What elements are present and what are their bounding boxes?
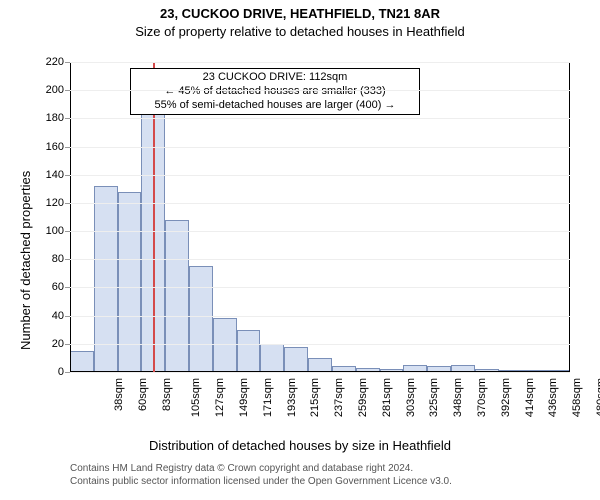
ytick-label: 180 — [34, 112, 64, 124]
xtick-label: 237sqm — [333, 378, 345, 417]
gridline — [70, 147, 570, 148]
ytick-label: 100 — [34, 225, 64, 237]
gridline — [70, 344, 570, 345]
histogram-bar — [451, 365, 475, 372]
ytick-mark — [65, 231, 70, 232]
chart-title-address: 23, CUCKOO DRIVE, HEATHFIELD, TN21 8AR — [0, 6, 600, 21]
histogram-bar — [70, 351, 94, 372]
ytick-label: 160 — [34, 141, 64, 153]
gridline — [70, 62, 570, 63]
gridline — [70, 259, 570, 260]
callout-line: 55% of semi-detached houses are larger (… — [135, 99, 415, 113]
plot-area: 23 CUCKOO DRIVE: 112sqm← 45% of detached… — [70, 62, 570, 372]
xtick-label: 370sqm — [476, 378, 488, 417]
ytick-label: 220 — [34, 56, 64, 68]
ytick-label: 140 — [34, 169, 64, 181]
ytick-label: 20 — [34, 338, 64, 350]
chart-subtitle: Size of property relative to detached ho… — [0, 24, 600, 39]
xtick-label: 348sqm — [452, 378, 464, 417]
xtick-label: 392sqm — [500, 378, 512, 417]
xtick-label: 215sqm — [310, 378, 322, 417]
xtick-label: 259sqm — [357, 378, 369, 417]
xtick-label: 171sqm — [262, 378, 274, 417]
gridline — [70, 231, 570, 232]
footer-attribution: Contains HM Land Registry data © Crown c… — [70, 462, 452, 488]
ytick-mark — [65, 344, 70, 345]
xtick-label: 60sqm — [137, 378, 149, 411]
histogram-bar — [213, 318, 237, 372]
gridline — [70, 316, 570, 317]
histogram-bar — [284, 347, 308, 372]
callout-line: ← 45% of detached houses are smaller (33… — [135, 85, 415, 99]
ytick-mark — [65, 316, 70, 317]
histogram-bar — [308, 358, 332, 372]
xtick-label: 281sqm — [381, 378, 393, 417]
x-axis-label: Distribution of detached houses by size … — [0, 438, 600, 453]
histogram-bar — [260, 344, 284, 372]
ytick-mark — [65, 203, 70, 204]
xtick-label: 127sqm — [214, 378, 226, 417]
xtick-label: 436sqm — [548, 378, 560, 417]
ytick-label: 80 — [34, 253, 64, 265]
ytick-label: 120 — [34, 197, 64, 209]
reference-callout: 23 CUCKOO DRIVE: 112sqm← 45% of detached… — [130, 68, 420, 115]
gridline — [70, 175, 570, 176]
histogram-bar — [165, 220, 189, 372]
ytick-label: 40 — [34, 310, 64, 322]
xtick-label: 149sqm — [238, 378, 250, 417]
histogram-bar — [118, 192, 142, 372]
xtick-label: 193sqm — [286, 378, 298, 417]
histogram-bar — [237, 330, 261, 372]
ytick-mark — [65, 90, 70, 91]
ytick-label: 60 — [34, 281, 64, 293]
histogram-bar — [403, 365, 427, 372]
y-axis-label: Number of detached properties — [18, 171, 33, 350]
ytick-mark — [65, 372, 70, 373]
histogram-bar — [189, 266, 213, 372]
xtick-label: 38sqm — [113, 378, 125, 411]
xtick-label: 414sqm — [524, 378, 536, 417]
xtick-label: 458sqm — [571, 378, 583, 417]
ytick-mark — [65, 62, 70, 63]
ytick-mark — [65, 147, 70, 148]
ytick-label: 0 — [34, 366, 64, 378]
gridline — [70, 118, 570, 119]
chart-root: { "layout":{ "width":600,"height":500, "… — [0, 0, 600, 500]
gridline — [70, 287, 570, 288]
xtick-label: 105sqm — [190, 378, 202, 417]
callout-line: 23 CUCKOO DRIVE: 112sqm — [135, 71, 415, 85]
ytick-mark — [65, 118, 70, 119]
ytick-label: 200 — [34, 84, 64, 96]
gridline — [70, 90, 570, 91]
gridline — [70, 203, 570, 204]
xtick-label: 303sqm — [405, 378, 417, 417]
xtick-label: 325sqm — [429, 378, 441, 417]
ytick-mark — [65, 259, 70, 260]
xtick-label: 480sqm — [595, 378, 600, 417]
ytick-mark — [65, 287, 70, 288]
footer-line-1: Contains HM Land Registry data © Crown c… — [70, 462, 452, 475]
xtick-label: 83sqm — [161, 378, 173, 411]
gridline — [70, 372, 570, 373]
ytick-mark — [65, 175, 70, 176]
footer-line-2: Contains public sector information licen… — [70, 475, 452, 488]
